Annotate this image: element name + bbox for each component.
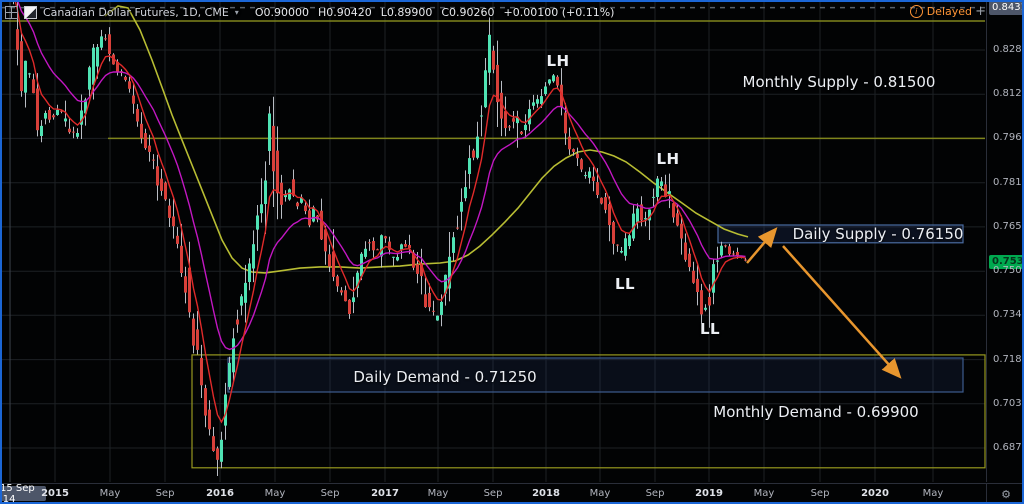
window-border-top	[0, 0, 1024, 2]
window-border-right	[1022, 0, 1024, 504]
time-tick-label: May	[427, 488, 449, 499]
ma-200-line[interactable]	[104, 5, 749, 274]
price-tick-label: 0.73440	[993, 309, 1024, 320]
annotation-layer: Monthly Supply - 0.81500 Daily Supply - 0…	[353, 52, 964, 421]
price-tick-label: 0.76565	[993, 221, 1024, 232]
low-value: L0.89900	[380, 5, 433, 19]
price-tick-label: 0.82815	[993, 44, 1024, 55]
daily-demand-0-71250-label[interactable]: Daily Demand - 0.71250	[353, 368, 537, 386]
time-tick-label: May	[753, 488, 775, 499]
time-tick-label: 2019	[695, 488, 723, 499]
exchange-logo-icon	[24, 5, 37, 19]
demand-zone-rect[interactable]	[191, 354, 986, 469]
price-tick-label: 0.68750	[993, 442, 1024, 453]
time-tick-label: May	[99, 488, 121, 499]
time-tick-label: May	[264, 488, 286, 499]
gear-icon[interactable]: ⚙	[1001, 488, 1011, 501]
ll-label[interactable]: LL	[699, 320, 721, 338]
monthly-supply-0-81500-label[interactable]: Monthly Supply - 0.81500	[742, 73, 936, 91]
delayed-badge[interactable]: i Delayed	[909, 5, 972, 18]
time-tick-label: Sep	[320, 488, 340, 499]
delayed-label: Delayed	[926, 5, 972, 18]
open-value: O0.90000	[254, 5, 309, 19]
symbol-title[interactable]: Canadian Dollar Futures, 1D, CME	[43, 5, 229, 19]
lh-label[interactable]: LH	[546, 52, 570, 70]
daily-supply-0-76150-label[interactable]: Daily Supply - 0.76150	[792, 225, 964, 243]
crosshair-date-label: 15 Sep '14	[0, 483, 46, 504]
price-tick-label: 0.81250	[993, 88, 1024, 99]
price-tick-label: 0.71875	[993, 354, 1024, 365]
time-tick-label: 2017	[371, 488, 399, 499]
ma-50-line[interactable]	[14, 0, 746, 351]
price-tick-label: 0.70315	[993, 398, 1024, 409]
change-value: +0.00100 (+0.11%)	[503, 5, 615, 19]
trend-arrow[interactable]	[782, 245, 902, 379]
ll-label[interactable]: LL	[614, 275, 636, 293]
price-tick-label: 0.75000	[993, 265, 1024, 276]
window-border-left	[0, 0, 2, 504]
layout-grid-icon[interactable]	[5, 5, 18, 19]
time-tick-label: 2015	[41, 488, 69, 499]
chart-legend[interactable]: Canadian Dollar Futures, 1D, CME ▾ O0.90…	[5, 4, 614, 20]
delayed-info-icon: i	[909, 5, 923, 18]
axis-settings-corner[interactable]: ⚙	[986, 483, 1024, 504]
window-border-bottom	[0, 502, 1024, 504]
time-tick-label: May	[589, 488, 611, 499]
chevron-down-icon[interactable]: ▾	[234, 7, 239, 17]
time-axis[interactable]: 15 Sep '14 2015 May Sep 2016 May Sep 2017 May Sep…	[0, 483, 986, 504]
high-value: H0.90420	[317, 5, 372, 19]
time-tick-label: May	[922, 488, 944, 499]
time-tick-label: 2020	[861, 488, 889, 499]
price-tick-label: 0.78125	[993, 177, 1024, 188]
price-chart-plot[interactable]	[0, 0, 986, 482]
candles-series[interactable]	[12, 0, 747, 462]
close-value: C0.90260	[441, 5, 495, 19]
monthly-demand-0-69900-label[interactable]: Monthly Demand - 0.69900	[713, 403, 919, 421]
ohlc-readout: O0.90000 H0.90420 L0.89900 C0.90260 +0.0…	[255, 6, 615, 19]
daily-supply-box[interactable]	[717, 224, 964, 244]
trend-arrow[interactable]	[746, 227, 778, 264]
time-tick-label: 2016	[206, 488, 234, 499]
time-tick-label: Sep	[645, 488, 665, 499]
line-price-label: 0.84315	[989, 1, 1024, 15]
lh-label[interactable]: LH	[656, 150, 680, 168]
time-tick-label: Sep	[810, 488, 830, 499]
price-tick-label: 0.79690	[993, 132, 1024, 143]
time-tick-label: Sep	[155, 488, 175, 499]
add-alert-plus-icon[interactable]: +	[975, 4, 986, 19]
daily-demand-box[interactable]	[227, 357, 964, 393]
time-tick-label: 2018	[532, 488, 560, 499]
price-axis[interactable]: 0.84315 0.82815 0.81250 0.79690 0.78125 0.765…	[986, 0, 1024, 482]
time-tick-label: Sep	[483, 488, 503, 499]
last-price-label: 0.75340	[989, 255, 1024, 269]
ma-20-line[interactable]	[14, 0, 746, 424]
